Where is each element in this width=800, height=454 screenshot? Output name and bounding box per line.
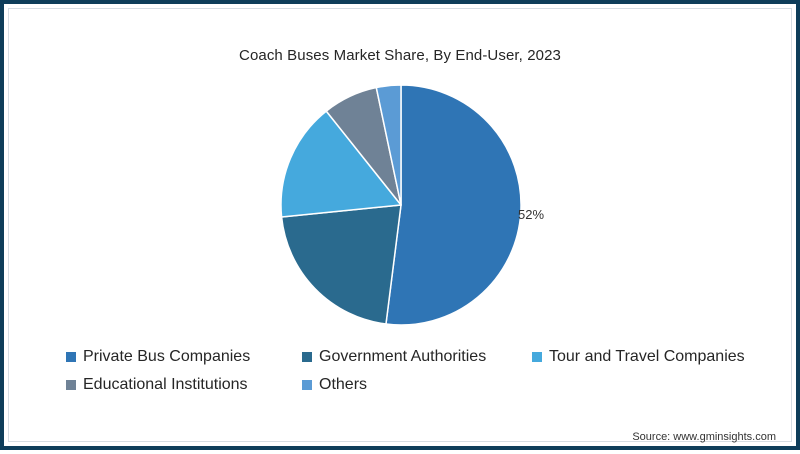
legend-item-private-bus-companies: Private Bus Companies [66,348,250,366]
pie-slice-others [375,84,402,206]
legend-swatch-icon [302,380,312,390]
legend-row-2: Educational Institutions Others [66,376,786,404]
pie-slice-private-bus-companies [385,84,522,326]
pie-slice-government-authorities [280,204,402,325]
legend-label: Educational Institutions [83,376,248,393]
pie-chart [280,84,522,326]
legend-row-1: Private Bus Companies Government Authori… [66,348,786,376]
legend-swatch-icon [66,380,76,390]
data-label-private-bus-companies: 52% [518,207,545,222]
legend-item-educational-institutions: Educational Institutions [66,376,248,394]
legend-item-tour-and-travel-companies: Tour and Travel Companies [532,348,745,366]
source-note: Source: www.gminsights.com [632,431,776,443]
legend-swatch-icon [66,352,76,362]
legend-label: Government Authorities [319,348,487,365]
legend-label: Others [319,376,368,393]
legend-label: Tour and Travel Companies [549,348,745,365]
legend: Private Bus Companies Government Authori… [66,348,786,404]
legend-item-government-authorities: Government Authorities [302,348,486,366]
legend-label: Private Bus Companies [83,348,251,365]
chart-title: Coach Buses Market Share, By End-User, 2… [239,47,561,64]
legend-swatch-icon [302,352,312,362]
pie-slice-tour-and-travel-companies [280,110,402,218]
legend-item-others: Others [302,376,367,394]
legend-swatch-icon [532,352,542,362]
